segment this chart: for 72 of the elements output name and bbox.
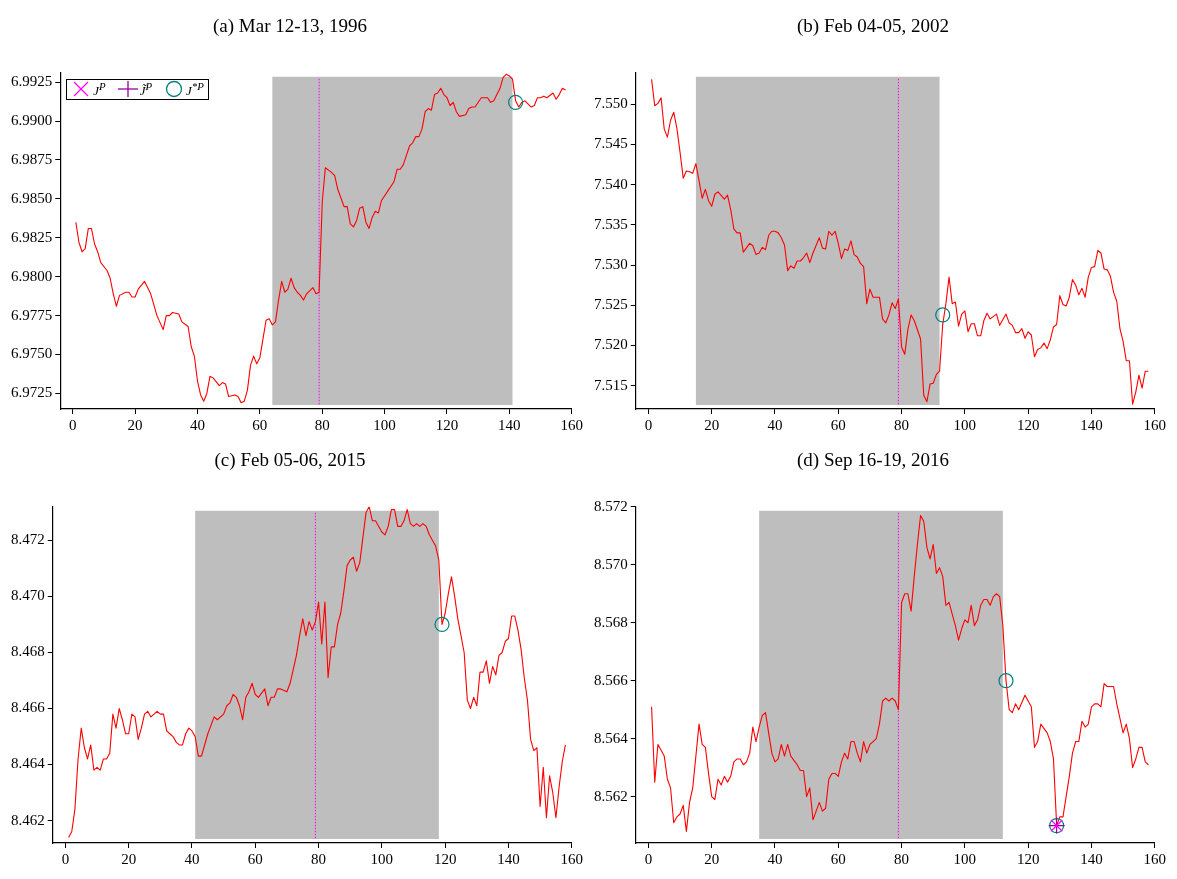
y-tick-label: 7.545 xyxy=(594,135,628,152)
y-tick-label: 7.515 xyxy=(594,376,628,393)
x-tick-label: 60 xyxy=(830,416,846,433)
legend-label: J$^{*P}$ xyxy=(186,79,204,100)
x-tick-label: 60 xyxy=(247,850,263,867)
y-tick-label: 6.9725 xyxy=(11,384,53,401)
x-tick-label: 0 xyxy=(644,416,653,433)
x-tick-label: 60 xyxy=(252,416,268,433)
x-tick-label: 120 xyxy=(1016,850,1040,867)
y-tick-label: 8.464 xyxy=(11,755,46,772)
x-tick-label: 0 xyxy=(61,850,70,867)
legend-label: J̃$^{P}$ xyxy=(139,79,153,100)
chart-title: (b) Feb 04-05, 2002 xyxy=(797,15,949,38)
y-tick-label: 6.9775 xyxy=(11,306,53,323)
y-tick-label: 8.572 xyxy=(594,497,628,514)
y-tick-label: 8.468 xyxy=(11,643,45,660)
x-tick-label: 20 xyxy=(704,850,720,867)
x-tick-label: 20 xyxy=(704,416,720,433)
x-tick-label: 140 xyxy=(497,850,520,867)
x-tick-label: 80 xyxy=(311,850,327,867)
x-tick-label: 80 xyxy=(894,416,910,433)
x-tick-label: 100 xyxy=(373,416,396,433)
x-tick-label: 20 xyxy=(127,416,143,433)
y-tick-label: 8.462 xyxy=(11,811,45,828)
x-tick-label: 40 xyxy=(767,850,783,867)
x-tick-label: 100 xyxy=(953,850,977,867)
x-tick-label: 160 xyxy=(1143,850,1166,867)
y-tick-label: 8.564 xyxy=(594,729,629,746)
x-tick-label: 40 xyxy=(767,416,783,433)
y-tick-label: 6.9750 xyxy=(11,345,53,362)
x-tick-label: 100 xyxy=(370,850,394,867)
y-tick-label: 7.550 xyxy=(594,95,628,112)
x-tick-label: 80 xyxy=(314,416,330,433)
x-tick-label: 120 xyxy=(433,850,457,867)
y-tick-label: 7.530 xyxy=(594,255,628,272)
x-tick-label: 160 xyxy=(560,416,583,433)
x-tick-label: 60 xyxy=(830,850,846,867)
x-tick-label: 20 xyxy=(121,850,137,867)
x-tick-label: 100 xyxy=(953,416,977,433)
x-tick-label: 140 xyxy=(1080,416,1103,433)
x-tick-label: 160 xyxy=(1143,416,1166,433)
chart-title: (c) Feb 05-06, 2015 xyxy=(214,449,366,472)
chart-title: (a) Mar 12-13, 1996 xyxy=(212,15,368,38)
x-tick-label: 120 xyxy=(435,416,459,433)
y-tick-label: 8.466 xyxy=(11,699,46,716)
x-tick-label: 140 xyxy=(498,416,521,433)
x-tick-label: 40 xyxy=(184,850,200,867)
y-tick-label: 6.9925 xyxy=(11,73,53,90)
chart-title: (d) Sep 16-19, 2016 xyxy=(797,449,949,472)
y-tick-label: 7.520 xyxy=(594,336,628,353)
y-tick-label: 6.9825 xyxy=(11,228,53,245)
y-tick-label: 6.9900 xyxy=(11,111,53,128)
y-tick-label: 7.540 xyxy=(594,175,628,192)
legend-label: J$^{P}$ xyxy=(93,79,106,100)
x-tick-label: 140 xyxy=(1080,850,1103,867)
y-tick-label: 6.9850 xyxy=(11,189,53,206)
y-tick-label: 7.525 xyxy=(594,296,628,313)
y-tick-label: 6.9800 xyxy=(11,267,53,284)
x-tick-label: 80 xyxy=(894,850,910,867)
x-tick-label: 120 xyxy=(1016,416,1040,433)
y-tick-label: 8.568 xyxy=(594,613,628,630)
y-tick-label: 6.9875 xyxy=(11,150,53,167)
y-tick-label: 8.472 xyxy=(11,531,45,548)
y-tick-label: 8.470 xyxy=(11,587,45,604)
x-tick-label: 40 xyxy=(189,416,205,433)
y-tick-label: 8.562 xyxy=(594,787,628,804)
y-tick-label: 8.566 xyxy=(594,671,629,688)
y-tick-label: 8.570 xyxy=(594,555,628,572)
x-tick-label: 0 xyxy=(68,416,77,433)
x-tick-label: 160 xyxy=(560,850,583,867)
y-tick-label: 7.535 xyxy=(594,215,628,232)
x-tick-label: 0 xyxy=(644,850,653,867)
